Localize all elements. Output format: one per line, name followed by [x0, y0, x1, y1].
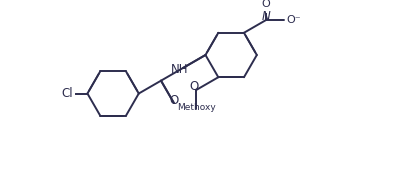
Text: N: N — [262, 10, 271, 23]
Text: O: O — [262, 0, 271, 9]
Text: O: O — [190, 80, 199, 93]
Text: O: O — [169, 94, 179, 107]
Text: Methoxy: Methoxy — [177, 103, 215, 112]
Text: Cl: Cl — [61, 87, 73, 100]
Text: NH: NH — [171, 63, 188, 76]
Text: O⁻: O⁻ — [286, 15, 301, 25]
